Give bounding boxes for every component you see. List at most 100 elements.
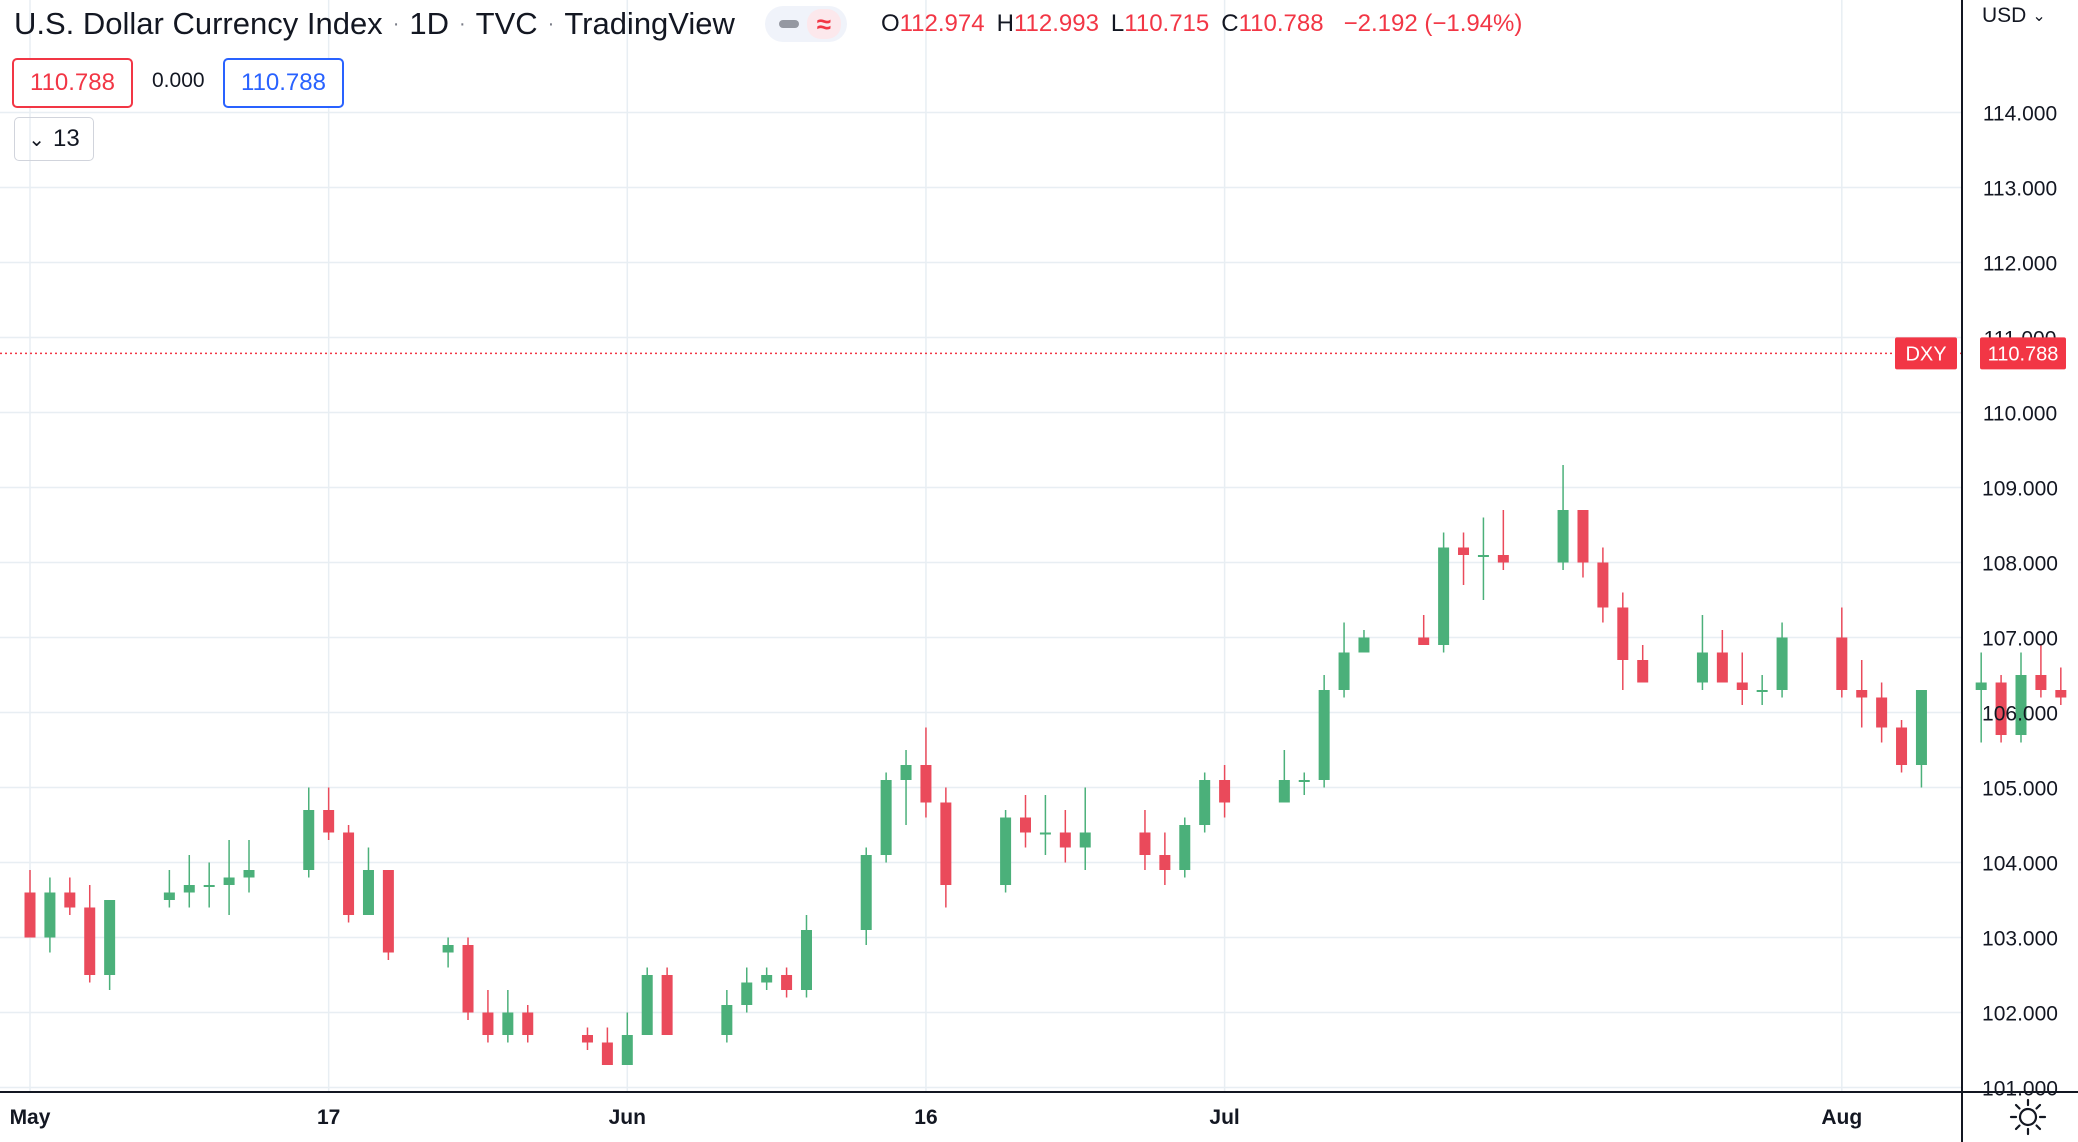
candle-up xyxy=(621,1012,633,1065)
candle-down xyxy=(343,825,355,923)
candle-body xyxy=(1896,727,1908,765)
interval-label[interactable]: 1D xyxy=(409,6,449,41)
candle-body xyxy=(64,892,76,908)
candle-body xyxy=(920,765,932,803)
candle-down xyxy=(482,990,494,1043)
time-tick-label: Jul xyxy=(1209,1106,1239,1129)
candle-body xyxy=(1298,780,1310,782)
candle-down xyxy=(24,870,36,938)
candle-down xyxy=(1896,720,1908,773)
candle-body xyxy=(721,1005,733,1035)
time-tick-label: 17 xyxy=(317,1106,340,1129)
candle-up xyxy=(203,862,215,908)
legend-badge[interactable]: ≈ xyxy=(764,6,847,42)
approx-wave-icon[interactable]: ≈ xyxy=(806,9,841,39)
candle-down xyxy=(1856,660,1868,728)
candle-down xyxy=(84,885,96,983)
time-axis-labels[interactable]: May17Jun16JulAug16Sep16OctNov xyxy=(10,1106,2078,1129)
candle-body xyxy=(44,892,56,938)
buy-price-button[interactable]: 110.788 xyxy=(223,58,344,108)
low-value: 110.715 xyxy=(1124,10,1210,37)
candle-body xyxy=(1617,607,1629,660)
candle-down xyxy=(1736,652,1748,705)
candle-body xyxy=(1438,547,1450,645)
symbol-tag-label: DXY xyxy=(1905,343,1946,365)
price-tick-label: 105.000 xyxy=(1982,778,2058,801)
candle-up xyxy=(362,847,374,915)
candle-down xyxy=(2055,667,2067,705)
last-price-tag xyxy=(1980,337,2066,370)
price-tick-label: 109.000 xyxy=(1982,478,2058,501)
candle-body xyxy=(2035,675,2047,690)
candle-up xyxy=(1278,750,1290,803)
candle-body xyxy=(323,810,335,833)
price-axis-labels[interactable]: 101.000 102.000 103.000 104.000 105.000 106.0… xyxy=(1982,103,2058,1101)
candle-body xyxy=(860,855,872,930)
candle-up xyxy=(900,750,912,825)
candle-body xyxy=(1915,690,1927,765)
candle-body xyxy=(1000,817,1012,885)
candle-body xyxy=(1338,652,1350,690)
candles xyxy=(24,465,2067,1065)
candle-body xyxy=(1079,832,1091,848)
candle-body xyxy=(800,930,812,990)
sell-price-button[interactable]: 110.788 xyxy=(12,58,133,108)
candle-body xyxy=(1199,780,1211,825)
open-label: O xyxy=(880,10,900,37)
symbol-title[interactable]: U.S. Dollar Currency Index xyxy=(14,6,383,41)
separator-dot: · xyxy=(459,12,466,35)
candle-body xyxy=(661,975,673,1035)
candle-body xyxy=(442,945,454,953)
candle-body xyxy=(1776,637,1788,690)
candle-body xyxy=(1179,825,1191,870)
candle-down xyxy=(462,937,474,1020)
candle-up xyxy=(1358,630,1370,653)
close-label: C xyxy=(1221,10,1239,37)
candle-down xyxy=(1059,810,1071,863)
candle-up xyxy=(1696,615,1708,690)
time-tick-label: 16 xyxy=(914,1106,937,1129)
chart-legend: U.S. Dollar Currency Index · 1D · TVC · … xyxy=(14,6,1522,42)
candle-body xyxy=(183,885,195,893)
candle-body xyxy=(1358,637,1370,653)
spread-value: 0.000 xyxy=(152,58,205,104)
candle-body xyxy=(1577,510,1589,563)
candle-down xyxy=(522,1005,534,1043)
candle-up xyxy=(1298,772,1310,795)
candle-body xyxy=(482,1012,494,1035)
candle-down xyxy=(1418,615,1430,645)
indicators-toggle[interactable]: ⌄ 13 xyxy=(14,117,94,161)
high-label: H xyxy=(996,10,1014,37)
candle-up xyxy=(880,772,892,863)
candle-body xyxy=(781,975,793,990)
eye-slash-icon[interactable] xyxy=(778,20,799,28)
candle-up xyxy=(1776,622,1788,698)
candle-down xyxy=(1139,810,1151,870)
price-tick-label: 114.000 xyxy=(1983,103,2057,126)
candle-body xyxy=(1458,547,1470,555)
candle-body xyxy=(1159,855,1171,870)
gear-icon[interactable] xyxy=(2008,1097,2048,1137)
candle-body xyxy=(163,892,175,900)
candle-up xyxy=(741,967,753,1013)
change-value: −2.192 (−1.94%) xyxy=(1343,10,1523,37)
candle-body xyxy=(1059,832,1071,848)
low-label: L xyxy=(1110,10,1125,37)
candle-down xyxy=(1597,547,1609,623)
candle-up xyxy=(1477,517,1489,600)
chart-grid xyxy=(0,0,1962,1092)
candle-body xyxy=(1756,690,1768,692)
candle-up xyxy=(1179,817,1191,878)
ohlc-values: O112.974 H112.993 L110.715 C110.788 −2.1… xyxy=(881,10,1522,38)
candle-body xyxy=(1039,832,1051,835)
currency-selector[interactable]: USD ⌄ xyxy=(1982,4,2046,28)
candle-body xyxy=(522,1012,534,1035)
candle-down xyxy=(1716,630,1728,683)
candle-body xyxy=(382,870,394,953)
candle-body xyxy=(1557,510,1569,563)
candle-up xyxy=(1438,532,1450,653)
candle-up xyxy=(1000,810,1012,893)
symbol-tag xyxy=(1895,337,1957,370)
